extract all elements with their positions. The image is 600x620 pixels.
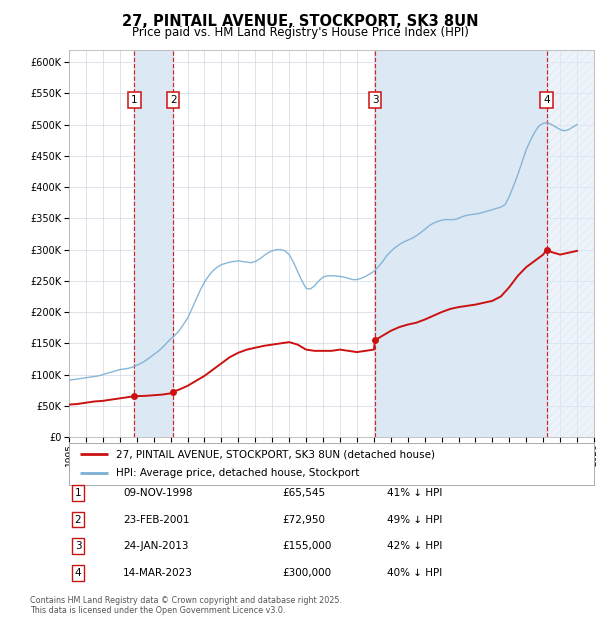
Text: £65,545: £65,545 (282, 488, 325, 498)
Text: 1: 1 (131, 95, 137, 105)
Text: 49% ↓ HPI: 49% ↓ HPI (387, 515, 442, 525)
Text: 42% ↓ HPI: 42% ↓ HPI (387, 541, 442, 551)
Bar (375, 50, 547, 437)
Text: Price paid vs. HM Land Registry's House Price Index (HPI): Price paid vs. HM Land Registry's House … (131, 26, 469, 39)
Bar (547, 50, 594, 437)
Text: £155,000: £155,000 (282, 541, 331, 551)
Text: £300,000: £300,000 (282, 568, 331, 578)
Text: 3: 3 (372, 95, 379, 105)
Text: 2: 2 (170, 95, 176, 105)
Text: HPI: Average price, detached house, Stockport: HPI: Average price, detached house, Stoc… (116, 469, 359, 479)
Bar (134, 50, 173, 437)
Text: 24-JAN-2013: 24-JAN-2013 (123, 541, 188, 551)
Text: 40% ↓ HPI: 40% ↓ HPI (387, 568, 442, 578)
Text: 14-MAR-2023: 14-MAR-2023 (123, 568, 193, 578)
Text: 09-NOV-1998: 09-NOV-1998 (123, 488, 193, 498)
Text: 27, PINTAIL AVENUE, STOCKPORT, SK3 8UN (detached house): 27, PINTAIL AVENUE, STOCKPORT, SK3 8UN (… (116, 449, 435, 459)
Text: 1: 1 (74, 488, 82, 498)
Text: 2: 2 (74, 515, 82, 525)
Text: 27, PINTAIL AVENUE, STOCKPORT, SK3 8UN: 27, PINTAIL AVENUE, STOCKPORT, SK3 8UN (122, 14, 478, 29)
Text: 41% ↓ HPI: 41% ↓ HPI (387, 488, 442, 498)
Text: 3: 3 (74, 541, 82, 551)
Text: 4: 4 (543, 95, 550, 105)
Text: 4: 4 (74, 568, 82, 578)
Text: 23-FEB-2001: 23-FEB-2001 (123, 515, 190, 525)
Text: £72,950: £72,950 (282, 515, 325, 525)
Text: Contains HM Land Registry data © Crown copyright and database right 2025.
This d: Contains HM Land Registry data © Crown c… (30, 596, 342, 615)
